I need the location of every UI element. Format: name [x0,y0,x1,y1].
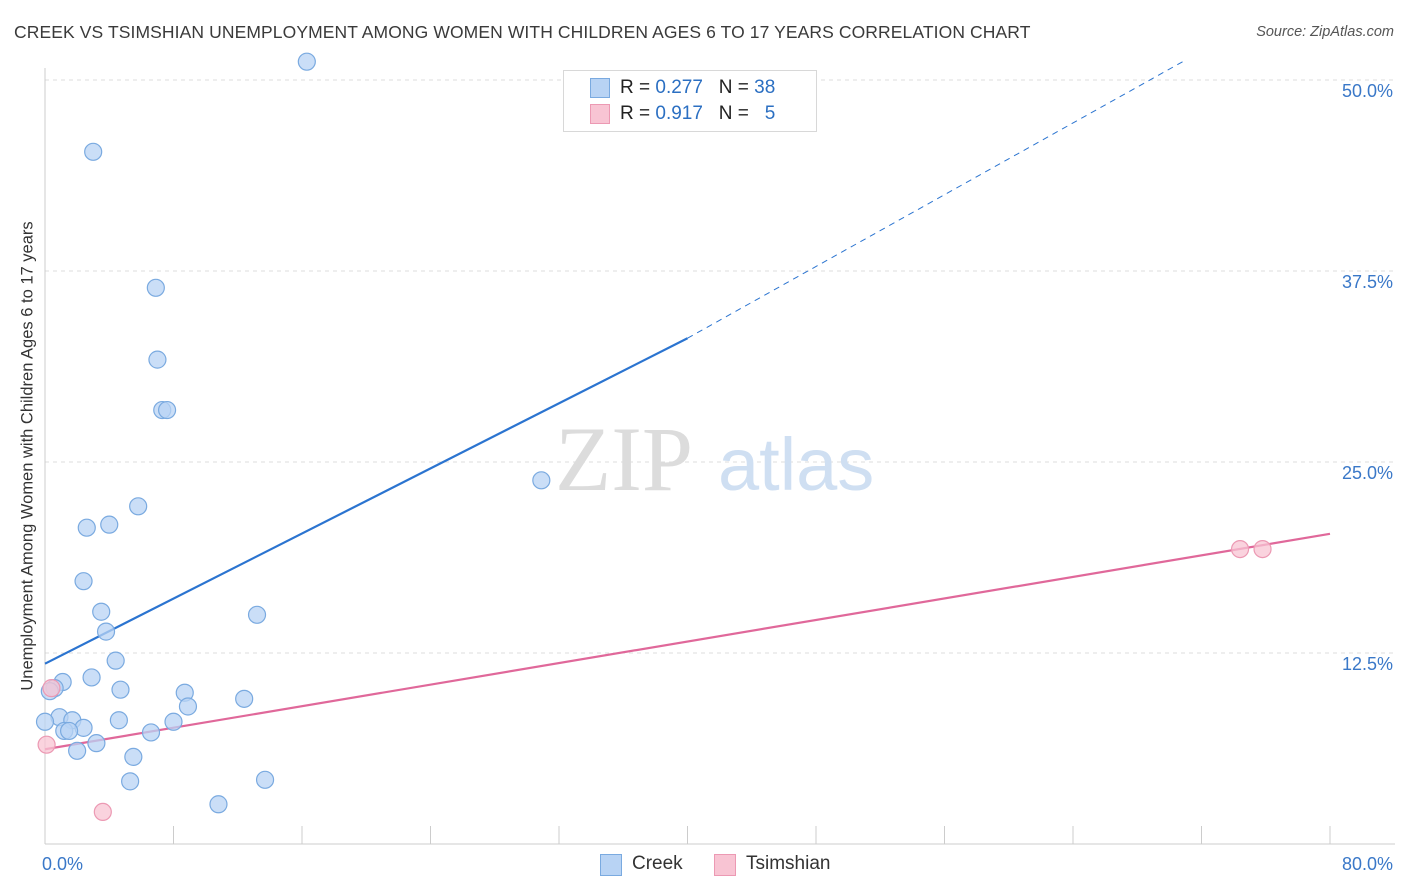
creek-point [35,712,55,731]
creek-point [146,278,165,297]
y-tick-label: 37.5% [1342,272,1393,292]
creek-stats: R = 0.277 N = 38 [620,77,775,99]
creek-point [74,572,93,591]
creek-point [532,471,551,490]
creek-point [124,747,143,767]
creek-trend-line [44,337,688,665]
creek-point [59,721,79,741]
data-points [35,52,1272,822]
creek-point [247,605,267,624]
creek-trend-extension [687,59,1186,339]
creek-n-value: 38 [754,77,776,98]
tsimshian-stats: R = 0.917 N = 5 [620,103,775,125]
source-label: Source: ZipAtlas.com [1256,24,1394,40]
creek-point [121,772,140,791]
y-tick-label: 50.0% [1342,81,1393,101]
creek-point [100,515,119,534]
creek-point [148,350,167,369]
creek-point [109,711,128,730]
creek-point [297,52,316,71]
watermark-atlas: atlas [718,423,874,506]
tsimshian-point [1230,539,1250,559]
creek-swatch [590,78,610,98]
tsimshian-trend-line [44,532,1331,751]
tsimshian-legend-label: Tsimshian [746,853,831,874]
tsimshian-r-label: R = [620,103,651,124]
watermark-zip: ZIP [555,408,693,510]
creek-point [84,142,103,161]
tsimshian-n-label: N = [718,103,749,124]
tsimshian-point [37,735,56,754]
creek-r-value: 0.277 [655,77,703,98]
creek-r-label: R = [620,77,651,98]
creek-point [129,497,148,516]
creek-point [178,697,198,716]
creek-point [96,622,116,641]
creek-point [92,602,111,621]
y-tick-label: 12.5% [1342,654,1393,674]
creek-point [77,518,96,537]
creek-legend-label: Creek [632,853,683,874]
creek-point [235,689,254,708]
chart-title: CREEK VS TSIMSHIAN UNEMPLOYMENT AMONG WO… [14,22,1031,42]
tsimshian-n-value: 5 [764,103,776,124]
tsimshian-point [1253,539,1272,559]
grid-lines [45,79,1395,654]
tsimshian-legend-swatch [714,854,736,876]
x-tick-label: 80.0% [1342,854,1393,874]
tsimshian-point [93,802,112,822]
creek-n-label: N = [718,77,749,98]
creek-legend-swatch [600,854,622,876]
creek-point [164,712,183,731]
y-tick-label: 25.0% [1342,463,1393,483]
x-tick-label: 0.0% [42,854,83,874]
creek-point [255,770,275,789]
trend-lines [44,59,1331,751]
creek-point [141,723,161,742]
creek-point [111,680,130,699]
creek-point [87,734,106,753]
creek-point [209,795,228,814]
correlation-legend: R = 0.277 N = 38 R = 0.917 N = 5 [563,70,817,132]
tick-labels: 12.5% 25.0% 37.5% 50.0% 0.0% 80.0% [42,81,1393,874]
creek-point [157,400,177,420]
creek-point [68,741,87,760]
tsimshian-swatch [590,104,610,124]
creek-point [82,668,101,687]
tsimshian-point [42,679,61,698]
tsimshian-r-value: 0.917 [655,103,703,124]
creek-point [106,651,125,670]
